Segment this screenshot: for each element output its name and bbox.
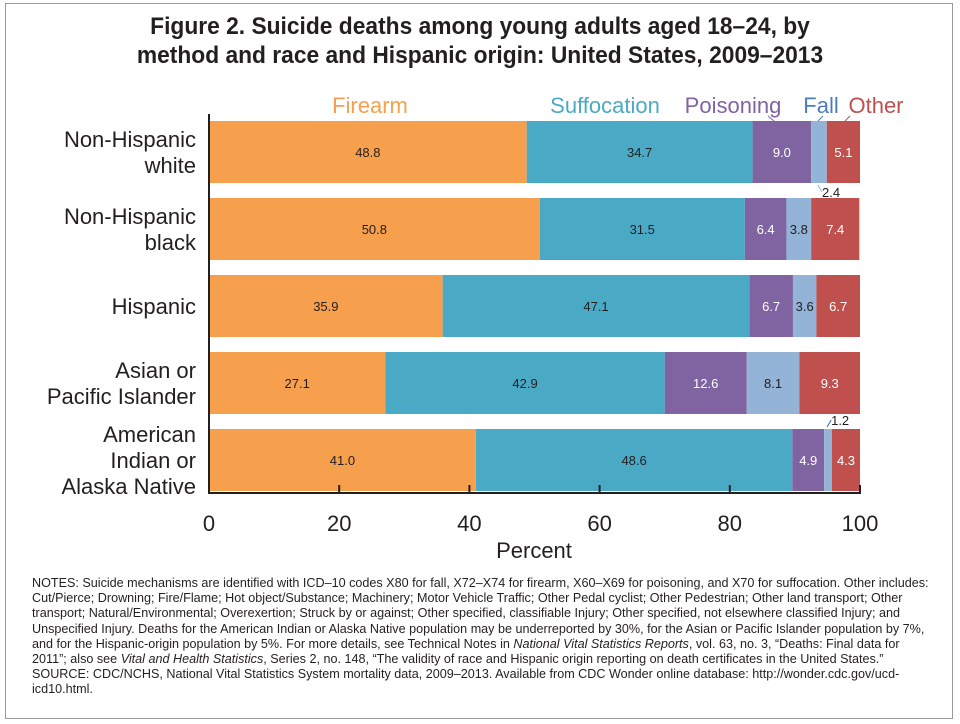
bar-fall xyxy=(792,275,817,337)
bar-poisoning xyxy=(792,429,825,491)
bar-suffocation xyxy=(526,121,753,183)
bar-poisoning xyxy=(664,352,747,414)
bar-suffocation xyxy=(442,275,750,337)
x-tick-label: 20 xyxy=(327,511,351,536)
x-tick-label: 100 xyxy=(842,511,879,536)
bar-firearm xyxy=(209,198,540,260)
category-label: Non-Hispanic xyxy=(64,127,196,152)
legend-firearm: Firearm xyxy=(332,93,408,118)
legend: Firearm Suffocation Poisoning Fall Other xyxy=(332,93,904,122)
category-label: Asian or xyxy=(115,358,196,383)
axes: 0 20 40 60 80 100 xyxy=(203,114,878,536)
bar-poisoning xyxy=(744,198,787,260)
bar-poisoning xyxy=(752,121,812,183)
x-axis-label: Percent xyxy=(496,538,572,563)
legend-leader-fall xyxy=(817,115,824,122)
data-label: 48.6 xyxy=(621,453,646,468)
bar-poisoning xyxy=(749,275,793,337)
figure-frame xyxy=(5,3,953,719)
data-label: 4.9 xyxy=(799,453,817,468)
category-label: black xyxy=(145,230,197,255)
legend-fall: Fall xyxy=(803,93,838,118)
chart-title: Figure 2. Suicide deaths among young adu… xyxy=(34,12,927,70)
data-label: 47.1 xyxy=(583,299,608,314)
data-label: 35.9 xyxy=(313,299,338,314)
category-label: American xyxy=(103,422,196,447)
leader-line xyxy=(826,419,832,428)
legend-other: Other xyxy=(848,93,903,118)
bar-firearm xyxy=(209,121,527,183)
data-label: 3.6 xyxy=(796,299,814,314)
data-label: 31.5 xyxy=(630,222,655,237)
bar-other xyxy=(832,429,860,491)
data-label: 1.2 xyxy=(831,413,849,428)
bar-suffocation xyxy=(539,198,745,260)
legend-poisoning: Poisoning xyxy=(685,93,782,118)
data-label: 50.8 xyxy=(362,222,387,237)
bar-fall xyxy=(746,352,800,414)
data-label: 6.7 xyxy=(829,299,847,314)
data-label: 12.6 xyxy=(693,376,718,391)
legend-leader-other xyxy=(844,115,851,122)
bar-firearm xyxy=(209,429,476,491)
data-label: 9.0 xyxy=(773,145,791,160)
bar-suffocation xyxy=(475,429,793,491)
data-label: 6.7 xyxy=(762,299,780,314)
bar-other xyxy=(799,352,860,414)
bars-group: 48.8 34.7 9.0 2.4 5.1 50.8 31.5 6.4 3.8 7.4 35.9 47… xyxy=(209,121,860,491)
data-label: 2.4 xyxy=(822,185,840,200)
bar-fall xyxy=(824,429,833,491)
category-label: white xyxy=(144,153,196,178)
data-label: 48.8 xyxy=(355,145,380,160)
data-label: 27.1 xyxy=(285,376,310,391)
data-label: 41.0 xyxy=(330,453,355,468)
notes-text: NOTES: Suicide mechanisms are identified… xyxy=(32,576,929,667)
notes-block: NOTES: Suicide mechanisms are identified… xyxy=(32,576,937,698)
data-label: 34.7 xyxy=(627,145,652,160)
category-label: Pacific Islander xyxy=(47,384,196,409)
bar-fall xyxy=(811,121,827,183)
x-tick-label: 40 xyxy=(457,511,481,536)
legend-leader-poisoning xyxy=(767,115,775,122)
data-label: 7.4 xyxy=(826,222,844,237)
bar-suffocation xyxy=(385,352,665,414)
data-label: 3.8 xyxy=(790,222,808,237)
data-label: 6.4 xyxy=(757,222,775,237)
category-label: Indian or xyxy=(110,448,196,473)
bar-other xyxy=(816,275,860,337)
x-tick-label: 60 xyxy=(587,511,611,536)
bar-fall xyxy=(786,198,812,260)
chart-title-line-2: method and race and Hispanic origin: Uni… xyxy=(136,42,824,69)
category-label: Non-Hispanic xyxy=(64,204,196,229)
legend-suffocation: Suffocation xyxy=(550,93,660,118)
leader-line xyxy=(817,184,823,193)
data-label: 5.1 xyxy=(834,145,852,160)
data-label: 9.3 xyxy=(821,376,839,391)
chart-title-line-1: Figure 2. Suicide deaths among young adu… xyxy=(150,13,810,40)
category-label: Hispanic xyxy=(112,294,196,319)
bar-other xyxy=(811,198,860,260)
category-label: Alaska Native xyxy=(61,474,196,499)
source-text: SOURCE: CDC/NCHS, National Vital Statist… xyxy=(32,667,900,697)
x-tick-label: 0 xyxy=(203,511,215,536)
category-labels: Non-HispanicwhiteNon-HispanicblackHispan… xyxy=(47,127,197,499)
bar-firearm xyxy=(209,275,443,337)
x-tick-label: 80 xyxy=(718,511,742,536)
data-label: 42.9 xyxy=(512,376,537,391)
data-label: 8.1 xyxy=(764,376,782,391)
bar-other xyxy=(826,121,860,183)
bar-firearm xyxy=(209,352,386,414)
data-label: 4.3 xyxy=(837,453,855,468)
